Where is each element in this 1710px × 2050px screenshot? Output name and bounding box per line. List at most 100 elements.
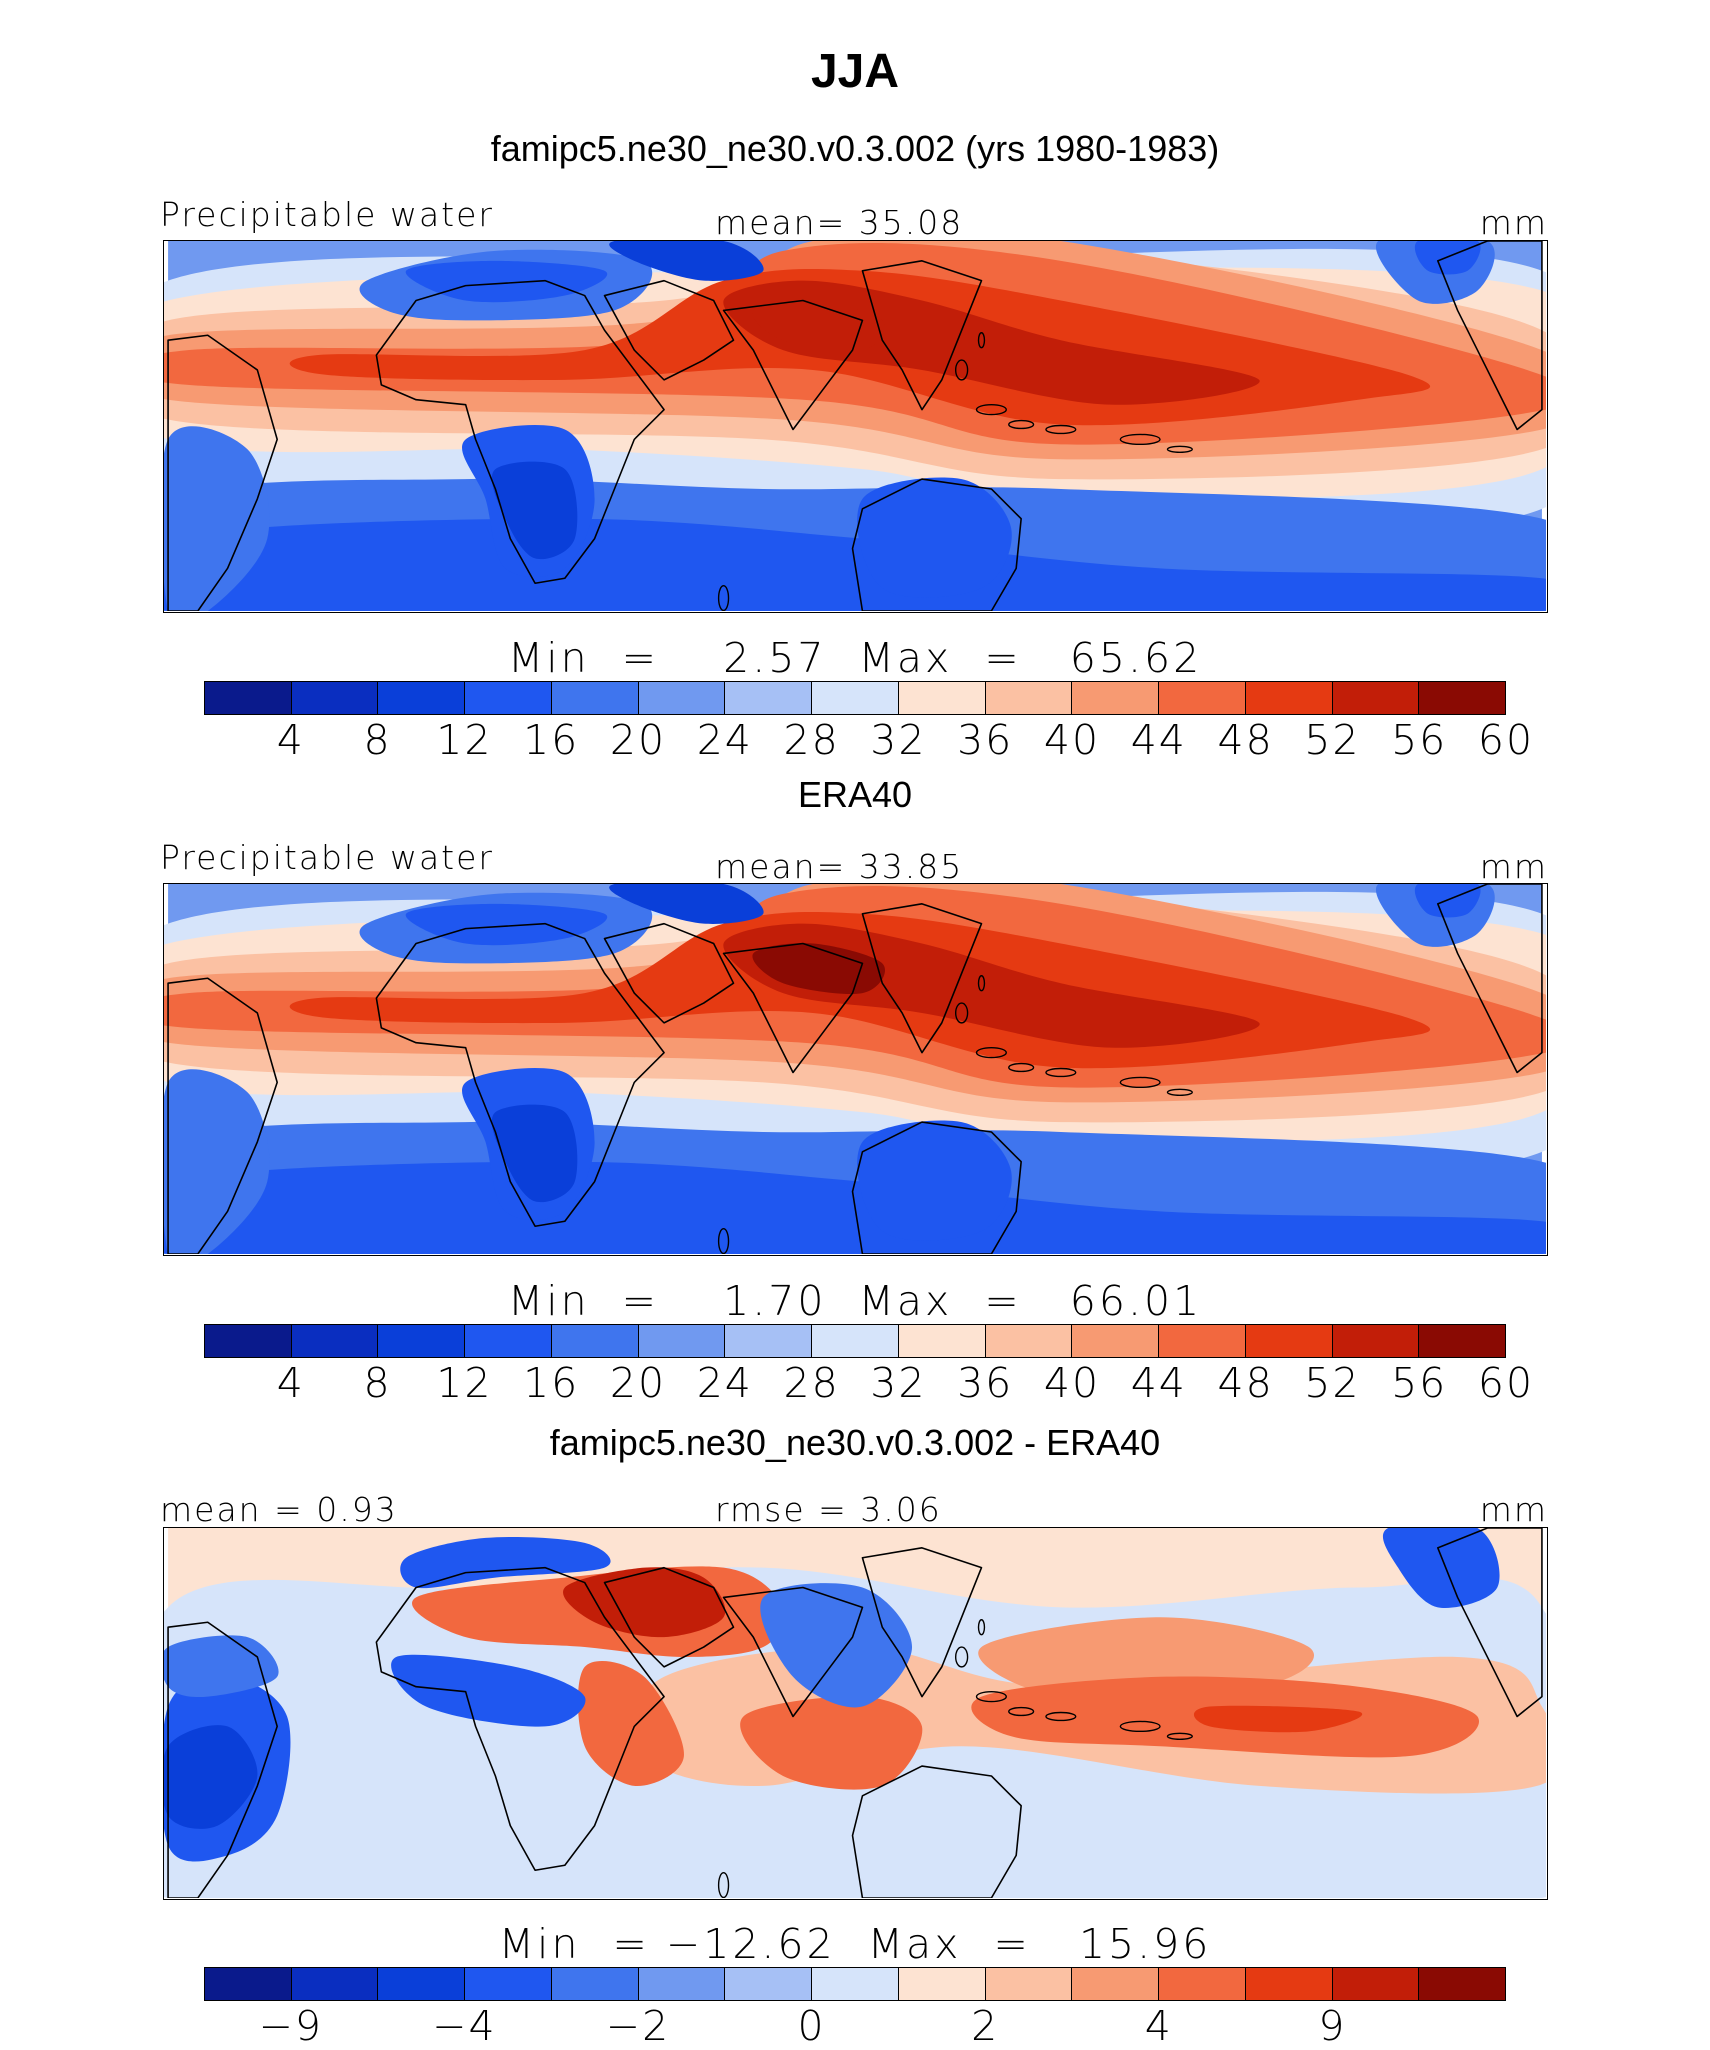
island-outline bbox=[954, 1002, 969, 1024]
colorbar-swatch bbox=[291, 1968, 379, 2000]
colorbar-swatch bbox=[1072, 682, 1160, 714]
colorbar-swatch bbox=[1245, 1325, 1333, 1357]
colorbar-swatch bbox=[551, 1325, 639, 1357]
contour-region bbox=[760, 1583, 913, 1708]
colorbar-swatch bbox=[1419, 1968, 1506, 2000]
panel-1-map bbox=[163, 240, 1548, 613]
panel-3-colorbar-ticks: −9 −4 −2 0 2 4 9 bbox=[204, 2002, 1506, 2050]
colorbar-tick-label: 20 bbox=[609, 1359, 667, 1407]
colorbar-tick-label: 52 bbox=[1304, 716, 1361, 764]
coastline bbox=[375, 922, 665, 1228]
coastline bbox=[722, 299, 864, 431]
panel-2-min-max: Min = 1.70 Max = 66.01 bbox=[507, 1277, 1203, 1325]
island-outline bbox=[1119, 1076, 1161, 1089]
island-outline bbox=[1008, 419, 1035, 430]
colorbar-tick-label: 9 bbox=[1318, 2002, 1347, 2050]
contour-region bbox=[1414, 884, 1481, 918]
colorbar-tick-label: 32 bbox=[870, 716, 927, 764]
panel-1-subtitle: famipc5.ne30_ne30.v0.3.002 (yrs 1980-198… bbox=[490, 128, 1220, 169]
colorbar-tick-label: −4 bbox=[432, 2002, 497, 2050]
island-outline bbox=[717, 1872, 730, 1898]
panel-3-min-max: Min = −12.62 Max = 15.96 bbox=[498, 1920, 1212, 1968]
island-outline bbox=[1045, 424, 1077, 435]
colorbar-swatch bbox=[1159, 682, 1246, 714]
colorbar-tick-label: 4 bbox=[1144, 2002, 1173, 2050]
contour-region bbox=[577, 1660, 684, 1787]
panel-1-min-max: Min = 2.57 Max = 65.62 bbox=[507, 634, 1203, 682]
coastline bbox=[167, 977, 278, 1254]
island-outline bbox=[717, 1228, 730, 1254]
colorbar-swatch bbox=[1245, 1968, 1333, 2000]
colorbar-swatch bbox=[985, 682, 1073, 714]
contour-region bbox=[857, 1120, 1012, 1241]
colorbar-tick-label: 4 bbox=[276, 1359, 305, 1407]
contour-region bbox=[164, 1725, 258, 1829]
coastline bbox=[375, 1566, 665, 1872]
colorbar-swatch bbox=[378, 1968, 466, 2000]
colorbar-swatch bbox=[465, 682, 552, 714]
contour-region bbox=[740, 1696, 923, 1790]
colorbar-swatch bbox=[291, 682, 379, 714]
colorbar-swatch bbox=[1419, 682, 1506, 714]
island-outline bbox=[954, 359, 969, 381]
contour-region bbox=[491, 1104, 578, 1203]
colorbar-swatch bbox=[812, 682, 899, 714]
colorbar-tick-label: 24 bbox=[696, 1359, 753, 1407]
island-outline bbox=[1045, 1711, 1077, 1722]
colorbar-swatch bbox=[1072, 1325, 1160, 1357]
panel-1-contour-map bbox=[164, 241, 1546, 611]
colorbar-tick-label: 40 bbox=[1043, 716, 1101, 764]
island-outline bbox=[977, 332, 986, 349]
panel-3-mean-label: mean = 0.93 bbox=[160, 1490, 398, 1529]
panel-3-rmse-label: rmse = 3.06 bbox=[715, 1490, 942, 1529]
coastline bbox=[167, 1621, 278, 1898]
colorbar-tick-label: 36 bbox=[957, 1359, 1014, 1407]
colorbar-tick-label: 8 bbox=[363, 716, 392, 764]
coastline bbox=[851, 478, 1022, 611]
coastline bbox=[375, 279, 665, 585]
colorbar-swatch bbox=[898, 682, 986, 714]
coastline bbox=[603, 922, 735, 1024]
panel-3-units-label: mm bbox=[1479, 1490, 1548, 1529]
coastline bbox=[861, 903, 983, 1054]
coastline bbox=[722, 942, 864, 1074]
contour-region bbox=[1414, 241, 1481, 275]
panel-2-contour-map bbox=[164, 884, 1546, 1254]
colorbar-swatch bbox=[1332, 1325, 1420, 1357]
contour-region bbox=[491, 461, 578, 560]
colorbar-tick-label: 28 bbox=[783, 716, 840, 764]
colorbar-swatch bbox=[725, 1325, 813, 1357]
colorbar-tick-label: 44 bbox=[1130, 1359, 1187, 1407]
figure-title: JJA bbox=[810, 45, 900, 98]
contour-region bbox=[164, 1069, 270, 1254]
coastline bbox=[1436, 884, 1543, 1074]
colorbar-swatch bbox=[638, 1968, 726, 2000]
colorbar-tick-label: 52 bbox=[1304, 1359, 1361, 1407]
contour-region bbox=[857, 477, 1012, 598]
panel-2-mean-label: mean= 33.85 bbox=[715, 847, 964, 886]
colorbar-swatch bbox=[812, 1325, 899, 1357]
colorbar-swatch bbox=[1072, 1968, 1160, 2000]
coastline bbox=[1436, 1528, 1543, 1718]
colorbar-tick-label: 24 bbox=[696, 716, 753, 764]
contour-region bbox=[752, 943, 886, 994]
colorbar-tick-label: 56 bbox=[1391, 716, 1448, 764]
colorbar-tick-label: −9 bbox=[258, 2002, 324, 2050]
island-outline bbox=[1008, 1706, 1035, 1717]
colorbar-swatch bbox=[378, 1325, 466, 1357]
colorbar-swatch bbox=[378, 682, 466, 714]
colorbar-swatch bbox=[291, 1325, 379, 1357]
colorbar-tick-label: −2 bbox=[605, 2002, 671, 2050]
island-outline bbox=[1166, 1732, 1193, 1740]
colorbar-tick-label: 12 bbox=[436, 1359, 493, 1407]
panel-2-colorbar-ticks: 4 8 12 16 20 24 28 32 36 40 44 48 52 56 60 bbox=[204, 1359, 1532, 1407]
island-outline bbox=[975, 403, 1007, 416]
contour-region bbox=[609, 241, 764, 282]
colorbar-tick-label: 2 bbox=[971, 2002, 1000, 2050]
island-outline bbox=[1008, 1062, 1035, 1073]
colorbar-swatch bbox=[725, 1968, 813, 2000]
island-outline bbox=[1166, 1088, 1193, 1096]
contour-region bbox=[609, 884, 764, 925]
colorbar-swatch bbox=[638, 1325, 726, 1357]
colorbar-tick-label: 16 bbox=[523, 1359, 580, 1407]
